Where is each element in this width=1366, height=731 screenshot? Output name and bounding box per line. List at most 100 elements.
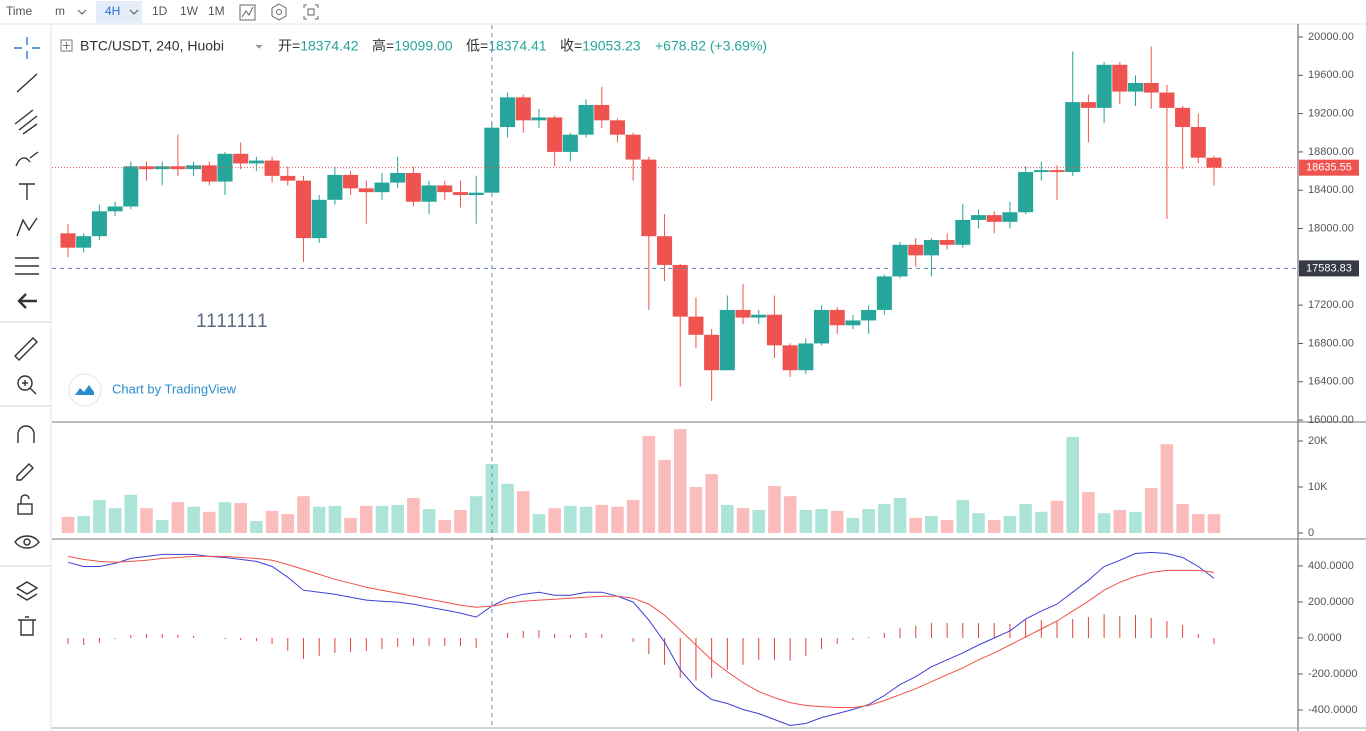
macd-tick-label: 0.0000 [1308,632,1342,644]
volume-bar [93,499,106,533]
volume-bar [218,502,232,533]
lock-tool-shackle [20,494,30,504]
price-tick-label: 18000.00 [1308,222,1354,234]
candle-body [672,264,688,317]
toolbar-item[interactable]: m [55,4,65,18]
macd-tick-label: -400.0000 [1308,704,1358,716]
crosshair-tag [1299,260,1359,277]
lock-drawing-tool[interactable] [16,463,34,481]
candle-body [1175,107,1191,128]
fullscreen-icon[interactable] [303,4,319,20]
volume-bar [155,520,169,533]
candle-body [923,240,939,256]
legend-expand-plus [63,42,70,49]
candle-body [1096,64,1112,108]
candle-body [154,166,170,170]
volume-bar [203,511,216,533]
macd-line [67,555,1215,708]
toolbar-item[interactable]: 1M [208,4,225,18]
candle-body [405,172,421,202]
toolbar-item[interactable]: 1D [152,4,168,18]
delete-tool[interactable] [18,616,36,636]
visibility-tool[interactable] [14,535,40,549]
price-tick-label: 18400.00 [1308,184,1354,196]
volume-bar [1192,514,1205,533]
candle-body [1143,82,1159,93]
candle-body [845,320,861,326]
trendline-tool[interactable] [16,73,38,93]
forecast-tool[interactable] [15,257,39,275]
volume-bar [673,429,687,533]
pattern-tool[interactable] [16,217,38,237]
volume-tick-label: 10K [1308,481,1328,493]
candle-body [782,345,798,371]
layers-tool[interactable] [15,581,39,601]
legend-expand-icon[interactable] [60,39,73,52]
candle-body [955,219,971,245]
macd-tick-label: 400.0000 [1308,560,1354,572]
volume-bar [972,513,985,533]
volume-bar [909,517,923,533]
volume-bar [893,498,907,533]
text-tool[interactable] [19,183,35,200]
zoom-tool[interactable] [17,375,33,391]
volume-bar [250,521,263,533]
volume-bar [375,505,389,533]
volume-bar [140,508,153,533]
volume-bar [987,520,1001,533]
candle-body [1049,170,1065,173]
back-tool[interactable] [17,293,37,309]
volume-bar [956,499,970,533]
measure-tool[interactable] [14,337,38,361]
magnet-tool[interactable] [17,425,35,443]
volume-bar [705,474,718,533]
volume-bar [721,504,734,533]
branding-logo [68,373,102,407]
watermark: 1111111 [196,311,269,332]
ohlc-label: 收= [560,38,582,54]
candle-body [688,316,704,335]
crosshair-tool[interactable] [14,37,40,59]
candle-body [107,206,123,212]
brush-tool[interactable] [15,151,39,167]
volume-bar [1207,514,1221,533]
price-tick-label: 16000.00 [1308,414,1354,426]
price-tick-label: 17200.00 [1308,299,1354,311]
dropdown-arrow [77,9,139,15]
candle-body [562,134,578,152]
candle-body [421,185,437,202]
toolbar-icons [239,3,319,21]
volume-bar [846,517,860,533]
candle-body [594,105,610,121]
ohlc-label: 开= [278,38,300,54]
candle-body [813,309,830,344]
candle-body [1206,157,1222,168]
volume-bar [1050,500,1064,533]
candle-body [531,117,547,121]
macd-tick-label: -200.0000 [1308,668,1358,680]
settings-icon-dot [276,9,282,15]
volume-bar [925,515,938,533]
candle-body [374,182,390,193]
candle-body [578,105,594,135]
candle-body [468,192,484,196]
fib-tool[interactable] [14,109,38,135]
volume-bar [658,459,671,533]
toolbar-item[interactable]: Time [6,4,33,18]
candle-body [138,166,155,170]
candle-body [986,215,1002,222]
candle-body [892,244,908,277]
volume-bar [454,509,467,533]
zoom-tool-glyph [22,380,37,395]
indicator-icon[interactable] [239,4,256,21]
branding: Chart by TradingView [112,381,237,396]
toolbar-item[interactable]: 1W [180,4,199,18]
settings-icon[interactable] [271,3,287,21]
symbol-dropdown[interactable] [255,44,263,49]
candle-body [970,215,987,220]
volume-bar [1066,436,1079,533]
toolbar-item[interactable]: 4H [105,4,120,18]
candle-body [217,153,233,182]
lock-tool[interactable] [17,503,33,515]
volume-bar [265,510,279,533]
